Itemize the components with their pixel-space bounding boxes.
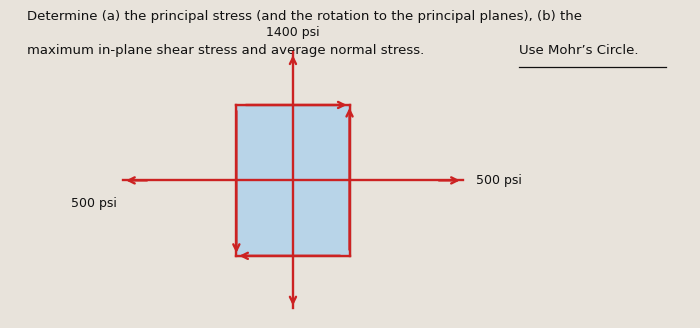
Text: Use Mohr’s Circle.: Use Mohr’s Circle. <box>519 44 639 57</box>
Bar <box>237 105 349 256</box>
Text: 1400 psi: 1400 psi <box>266 26 320 39</box>
Text: Determine (a) the principal stress (and the rotation to the principal planes), (: Determine (a) the principal stress (and … <box>27 10 582 23</box>
Text: maximum in-plane shear stress and average normal stress.: maximum in-plane shear stress and averag… <box>27 44 428 57</box>
Text: 500 psi: 500 psi <box>476 174 522 187</box>
Text: 500 psi: 500 psi <box>71 197 116 210</box>
